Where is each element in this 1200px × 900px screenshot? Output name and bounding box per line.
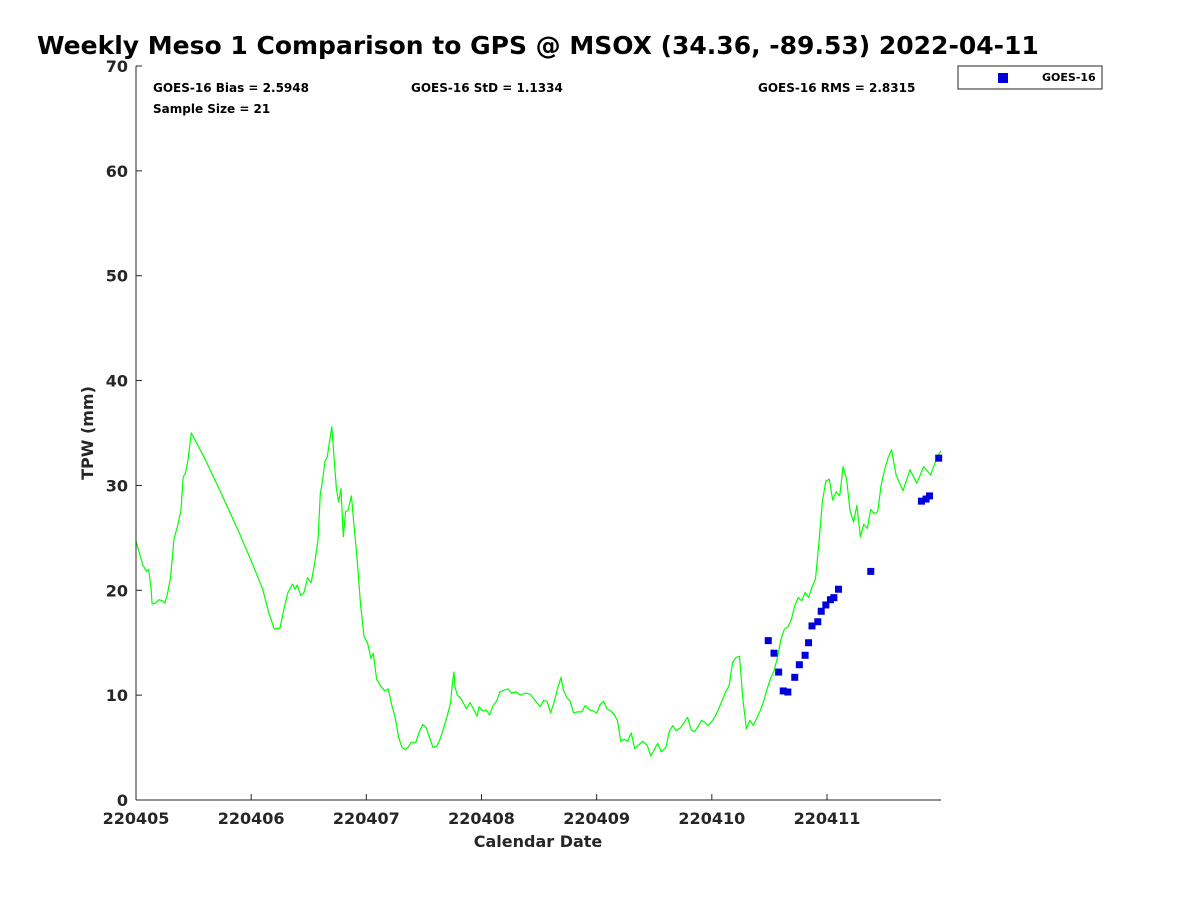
y-tick-label: 10 — [106, 686, 128, 705]
goes16-point — [917, 497, 925, 505]
x-axis-ticks: 220405 220406 220407 220408 220409 220410 2204… — [103, 794, 861, 828]
y-tick-label: 20 — [106, 581, 128, 600]
goes16-point — [808, 622, 816, 630]
y-axis-ticks: 0 10 20 30 40 50 60 70 — [106, 57, 142, 810]
x-tick-label: 220407 — [333, 809, 400, 828]
x-tick-label: 220408 — [448, 809, 515, 828]
goes16-point — [784, 688, 792, 696]
x-tick-label: 220406 — [218, 809, 285, 828]
sample-size-stat: Sample Size = 21 — [153, 102, 270, 116]
y-tick-label: 50 — [106, 267, 128, 286]
goes16-point — [764, 637, 772, 645]
std-stat: GOES-16 StD = 1.1334 — [411, 81, 563, 95]
goes16-point — [770, 649, 778, 657]
y-tick-label: 30 — [106, 476, 128, 495]
goes16-point — [801, 651, 809, 659]
legend: GOES-16 — [957, 65, 1103, 90]
legend-box — [957, 65, 1103, 90]
goes16-point — [822, 601, 830, 609]
y-tick-label: 0 — [117, 791, 128, 810]
x-tick-label: 220410 — [678, 809, 745, 828]
goes16-point — [775, 668, 783, 676]
goes16-point — [817, 607, 825, 615]
x-tick-label: 220409 — [563, 809, 630, 828]
y-tick-label: 40 — [106, 372, 128, 391]
rms-stat: GOES-16 RMS = 2.8315 — [758, 81, 915, 95]
gps-series — [135, 426, 942, 757]
bias-stat: GOES-16 Bias = 2.5948 — [153, 81, 309, 95]
goes16-point — [805, 639, 813, 647]
goes16-point — [795, 661, 803, 669]
y-axis-label: TPW (mm) — [78, 386, 97, 480]
plot-area — [136, 66, 941, 800]
goes16-point — [779, 687, 787, 695]
y-tick-label: 60 — [106, 162, 128, 181]
goes16-series — [764, 454, 943, 696]
x-axis-label: Calendar Date — [474, 832, 603, 851]
goes16-point — [814, 618, 822, 626]
goes16-point — [867, 567, 875, 575]
legend-label-goes16: GOES-16 — [1042, 71, 1096, 84]
goes16-point — [835, 585, 843, 593]
x-tick-label: 220405 — [103, 809, 170, 828]
chart-title: Weekly Meso 1 Comparison to GPS @ MSOX (… — [37, 31, 1039, 60]
x-tick-label: 220411 — [794, 809, 861, 828]
goes16-point — [830, 594, 838, 602]
legend-marker-goes16 — [998, 73, 1008, 83]
gps-line — [135, 426, 942, 757]
goes16-point — [935, 454, 943, 462]
goes16-point — [925, 492, 933, 500]
y-tick-label: 70 — [106, 57, 128, 76]
goes16-point — [791, 673, 799, 681]
